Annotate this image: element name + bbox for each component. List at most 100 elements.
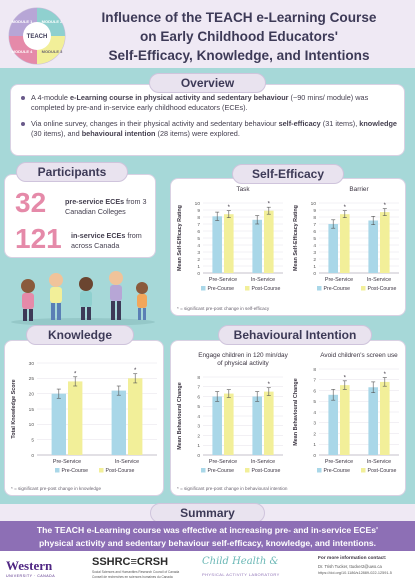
x-tick-label: In-Service [115,459,139,465]
y-tick-label: 5 [197,236,200,242]
y-axis-label: Mean Behavioural Change [177,382,183,449]
title-line-3: Self-Efficacy, Knowledge, and Intentions [108,48,370,63]
legend-label: Post-Course [368,468,397,474]
bar [380,212,390,273]
children-illustration-graphic [11,271,155,326]
legend-label: Post-Course [252,468,281,474]
teach-logo: TEACH MODULE 1 MODULE 2 MODULE 3 MODULE … [6,6,68,66]
significance-marker: * [268,202,271,208]
bar [111,390,126,455]
legend-label: Pre-Course [324,286,351,292]
significance-marker: * [384,203,387,209]
children-illustration [8,266,158,326]
summary-text: The TEACH e-Learning course was effectiv… [0,521,415,551]
teach-logo-graphic: TEACH MODULE 1 MODULE 2 MODULE 3 MODULE … [8,7,66,65]
pre-service-count: 32 [15,187,47,218]
legend-label: Pre-Course [62,468,89,474]
y-tick-label: 0 [197,271,200,277]
title-line-2: on Early Childhood Educators' [139,29,339,44]
y-tick-label: 8 [313,367,316,373]
y-tick-label: 3 [313,250,316,256]
bar [264,210,274,273]
bar [128,378,143,455]
y-tick-label: 8 [197,215,200,221]
legend-swatch [317,468,322,473]
knowledge-heading: Knowledge [26,325,134,345]
y-tick-label: 2 [313,257,316,263]
y-tick-label: 1 [197,443,200,449]
knowledge-panel: Total Knowledge Score 0 5 10 15 20 25 30 * Pre-Se… [4,340,164,496]
summary-heading: Summary [150,503,265,523]
y-tick-label: 5 [197,404,200,410]
y-tick-label: 3 [197,250,200,256]
sshrc-sub-fr: Conseil de recherches en sciences humain… [92,575,173,579]
participants-heading: Participants [16,162,128,182]
y-axis-label: Mean Behavioural Change [293,378,299,445]
y-tick-label: 7 [313,378,316,384]
legend-swatch [317,286,322,291]
significance-marker: * [228,205,231,211]
overview-heading: Overview [149,73,266,93]
y-tick-label: 0 [313,271,316,277]
y-tick-label: 3 [313,421,316,427]
legend-swatch [55,468,60,473]
significance-marker: * [384,372,387,378]
legend-label: Pre-Course [208,286,235,292]
chart-knowledge: Total Knowledge Score 0 5 10 15 20 25 30 * Pre-Se… [11,361,157,474]
bar [380,381,390,455]
legend-label: Pre-Course [324,468,351,474]
western-logo-sub: UNIVERSITY · CANADA [6,574,56,578]
y-tick-label: 7 [313,222,316,228]
bar [252,219,262,273]
sshrc-sub-en: Social Sciences and Humanities Research … [92,570,180,574]
y-tick-label: 20 [29,391,35,397]
y-tick-label: 9 [313,208,316,214]
in-service-desc: in-service ECEs from across Canada [71,231,142,250]
contact-doi: https://doi.org/10.1186/s12889-022-12591… [318,571,392,575]
legend-swatch [361,468,366,473]
y-tick-label: 8 [313,215,316,221]
x-tick-label: In-Service [367,277,391,283]
sshrc-logo: SSHRC≡CRSH [92,556,169,568]
bar [328,224,338,273]
overview-bullet-1: A 4-module e-Learning course in physical… [21,93,399,113]
y-tick-label: 4 [313,243,316,249]
y-tick-label: 4 [313,410,316,416]
y-tick-label: 5 [313,399,316,405]
chart-barrier: Barrier Mean Self-Efficacy Rating 01234567… [293,186,399,292]
chart-screen: Avoid children's screen use Mean Behaviou… [293,352,399,474]
bar [340,385,350,455]
legend-label: Post-Course [368,286,397,292]
logo-center-text: TEACH [27,34,48,40]
behavioural-intention-heading: Behavioural Intention [218,325,372,345]
footer: Western UNIVERSITY · CANADA SSHRC≡CRSH S… [0,551,415,587]
in-service-count: 121 [15,223,62,254]
bar [340,214,350,273]
contact-title: For more information contact: [318,556,387,561]
chart-title: Engage children in 120 min/day [198,352,288,359]
y-tick-label: 5 [313,236,316,242]
logo-module-1: MODULE 1 [12,19,33,24]
participants-panel: 32 pre-service ECEs from 3 Canadian Coll… [4,174,156,258]
y-tick-label: 0 [197,453,200,459]
bar [264,391,274,455]
chart-title: Avoid children's screen use [320,352,398,359]
y-tick-label: 0 [31,453,34,459]
x-tick-label: In-Service [251,277,275,283]
bar [368,387,378,455]
significance-marker: * [268,382,271,388]
legend-swatch [201,468,206,473]
bar [51,393,66,455]
y-tick-label: 6 [197,394,200,400]
y-tick-label: 25 [29,376,35,382]
bar [224,393,234,455]
y-axis-label: Mean Self-Efficacy Rating [293,205,299,271]
significance-marker: * [344,375,347,381]
y-tick-label: 5 [31,437,34,443]
y-tick-label: 7 [197,385,200,391]
y-tick-label: 10 [311,201,317,207]
overview-bullet-2: Via online survey, changes in their phys… [21,119,399,139]
significance-marker: * [134,368,137,374]
legend-label: Post-Course [106,468,135,474]
